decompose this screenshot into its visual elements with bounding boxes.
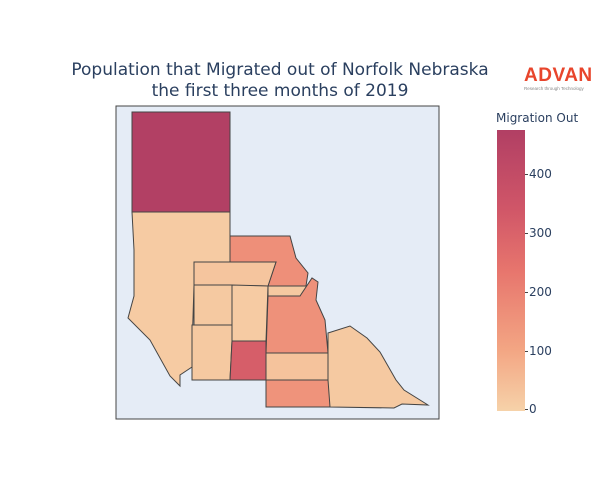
logo-wordmark: ADVAN <box>524 65 593 86</box>
title-line-2: the first three months of 2019 <box>151 81 409 101</box>
title-line-1: Population that Migrated out of Norfolk … <box>71 60 489 80</box>
region-north-large[interactable] <box>131 111 231 213</box>
region-south-dark[interactable] <box>229 340 267 381</box>
region-south-mid[interactable] <box>265 352 329 381</box>
colorbar-tick-200: 200 <box>529 285 552 299</box>
region-southwest[interactable] <box>191 324 233 381</box>
colorbar-tick-100: 100 <box>529 344 552 358</box>
region-south-bottom[interactable] <box>265 379 331 408</box>
colorbar <box>497 130 525 411</box>
colorbar-title: Migration Out <box>496 111 579 125</box>
region-central-mid[interactable] <box>231 284 269 342</box>
region-southeast[interactable] <box>327 325 430 409</box>
logo-tagline: Research through Technology <box>524 86 584 91</box>
region-central-west[interactable] <box>193 284 233 326</box>
colorbar-tick-400: 400 <box>529 167 552 181</box>
colorbar-tick-300: 300 <box>529 226 552 240</box>
colorbar-tick-0: 0 <box>529 402 537 416</box>
chart-title: Population that Migrated out of Norfolk … <box>40 60 520 102</box>
region-central-top[interactable] <box>193 261 277 287</box>
advan-logo: ADVAN Research through Technology <box>524 66 596 91</box>
